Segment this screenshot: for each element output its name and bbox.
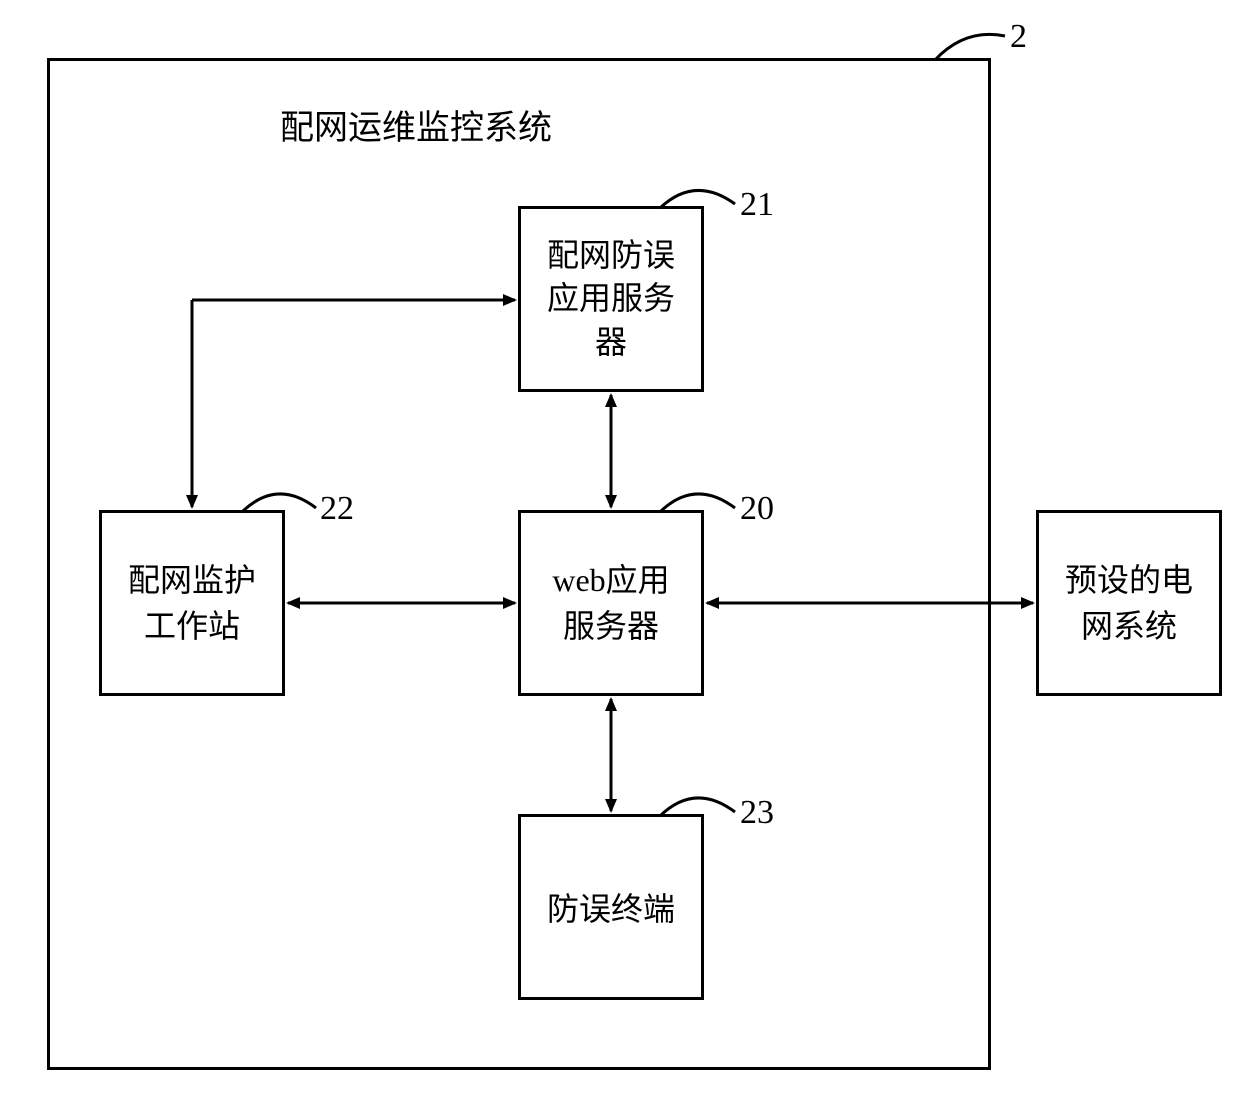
node-grid-system: 预设的电 网系统 [1036,510,1222,696]
terminal-line1: 防误终端 [547,884,675,930]
ref-container: 2 [1010,18,1027,56]
workstation-line1: 配网监护 [128,557,256,603]
system-diagram: 配网运维监控系统 配网防误 应用服务 器 配网监护 工作站 web应用 服务器 … [0,0,1240,1107]
node-workstation: 配网监护 工作站 [99,510,285,696]
app-server-line3: 器 [547,321,675,364]
app-server-line2: 应用服务 [547,277,675,320]
web-server-line2: 服务器 [552,603,669,649]
node-web-server: web应用 服务器 [518,510,704,696]
workstation-line2: 工作站 [128,603,256,649]
node-terminal: 防误终端 [518,814,704,1000]
app-server-line1: 配网防误 [547,234,675,277]
node-app-server: 配网防误 应用服务 器 [518,206,704,392]
ref-app-server: 21 [740,186,774,224]
web-server-line1: web应用 [552,557,669,603]
grid-system-line1: 预设的电 [1065,557,1193,603]
grid-system-line2: 网系统 [1065,603,1193,649]
ref-terminal: 23 [740,794,774,832]
ref-workstation: 22 [320,490,354,528]
ref-web-server: 20 [740,490,774,528]
container-title: 配网运维监控系统 [280,100,552,149]
